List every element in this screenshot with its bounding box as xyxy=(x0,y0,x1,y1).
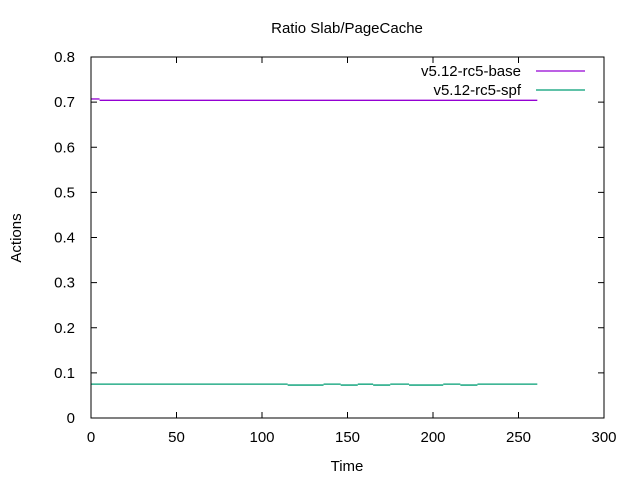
legend-label: v5.12-rc5-base xyxy=(421,63,521,80)
x-tick-label: 0 xyxy=(87,429,95,446)
x-tick-label: 50 xyxy=(168,429,185,446)
y-tick-label: 0.5 xyxy=(54,184,75,201)
y-tick-label: 0.3 xyxy=(54,275,75,292)
y-tick-label: 0.7 xyxy=(54,94,75,111)
chart-title: Ratio Slab/PageCache xyxy=(271,20,423,37)
y-tick-label: 0.2 xyxy=(54,320,75,337)
y-tick-label: 0.4 xyxy=(54,230,75,247)
x-tick-label: 250 xyxy=(506,429,531,446)
legend: v5.12-rc5-base v5.12-rc5-spf xyxy=(421,63,585,99)
y-axis-label: Actions xyxy=(8,213,25,262)
y-tick-label: 0 xyxy=(67,410,75,427)
x-tick-label: 150 xyxy=(335,429,360,446)
x-tick-label: 300 xyxy=(591,429,616,446)
legend-label: v5.12-rc5-spf xyxy=(433,82,521,99)
x-axis-label: Time xyxy=(331,458,364,475)
series-v5.12-rc5-base xyxy=(91,98,538,101)
y-tick-label: 0.6 xyxy=(54,139,75,156)
x-tick-label: 200 xyxy=(420,429,445,446)
plot-border xyxy=(90,56,605,419)
x-tick-label: 100 xyxy=(249,429,274,446)
series-v5.12-rc5-spf xyxy=(91,383,538,386)
y-tick-label: 0.8 xyxy=(54,49,75,66)
y-tick-label: 0.1 xyxy=(54,365,75,382)
